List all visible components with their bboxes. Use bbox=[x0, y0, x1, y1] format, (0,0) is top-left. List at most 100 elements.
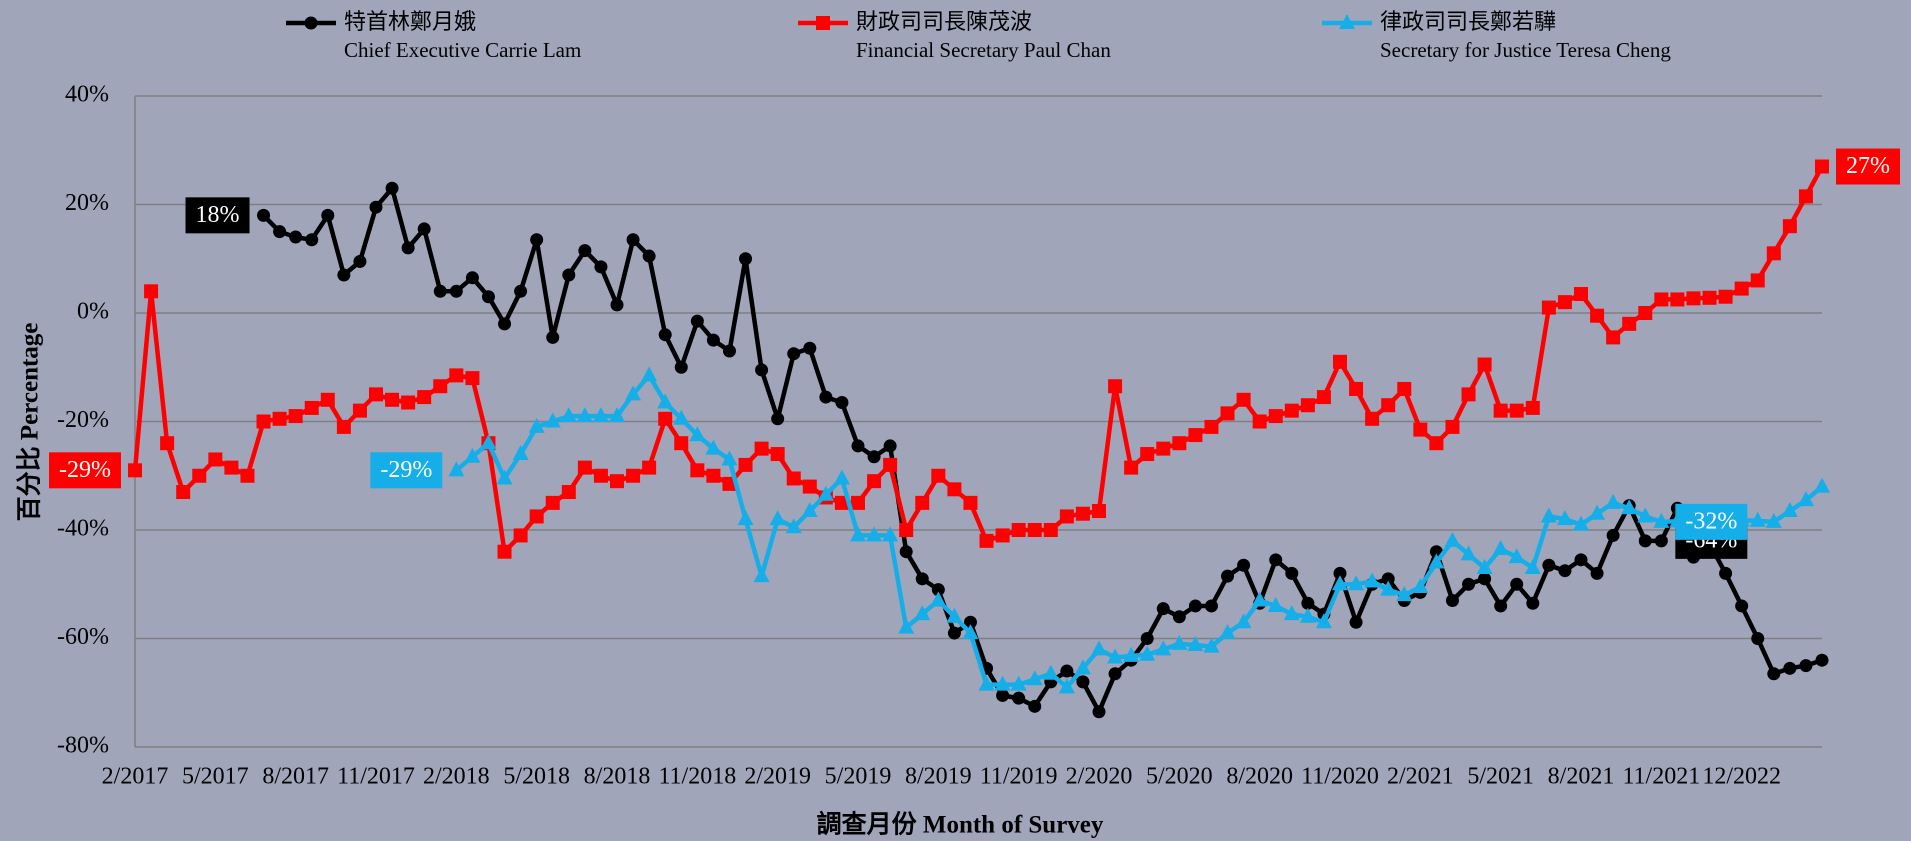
point bbox=[1638, 534, 1652, 548]
point bbox=[1590, 308, 1605, 323]
point bbox=[1749, 511, 1766, 527]
point bbox=[449, 284, 463, 298]
point bbox=[625, 385, 642, 401]
point bbox=[626, 468, 641, 483]
legend-item: 律政司司長鄭若驊 Secretary for Justice Teresa Che… bbox=[1322, 9, 1671, 62]
value-label-box bbox=[370, 452, 443, 489]
point bbox=[1332, 575, 1348, 591]
y-axis-title: 百分比 Percentage bbox=[16, 323, 44, 522]
point bbox=[464, 447, 481, 463]
x-tick-label: 8/2021 bbox=[1548, 764, 1615, 790]
point bbox=[288, 409, 303, 424]
x-tick-label: 8/2017 bbox=[262, 764, 329, 790]
legend-label: 律政司司長鄭若驊 bbox=[1380, 9, 1556, 34]
point bbox=[192, 468, 207, 483]
point bbox=[963, 495, 978, 510]
point bbox=[610, 298, 624, 312]
point bbox=[1172, 436, 1187, 451]
point bbox=[369, 387, 383, 402]
point bbox=[753, 567, 770, 583]
y-tick-label: -60% bbox=[57, 624, 109, 650]
point bbox=[545, 495, 560, 510]
point bbox=[144, 284, 159, 299]
point bbox=[257, 208, 271, 222]
point bbox=[480, 434, 497, 450]
point bbox=[1339, 14, 1355, 29]
point bbox=[737, 510, 754, 526]
point bbox=[1299, 607, 1316, 623]
point bbox=[514, 284, 528, 298]
x-tick-label: 5/2019 bbox=[825, 764, 892, 790]
point bbox=[816, 16, 830, 30]
point bbox=[578, 244, 592, 258]
point bbox=[1108, 667, 1122, 681]
point bbox=[1235, 613, 1252, 629]
point bbox=[673, 409, 690, 425]
point bbox=[1526, 596, 1540, 610]
point bbox=[785, 518, 802, 534]
point bbox=[1493, 403, 1508, 418]
point bbox=[1525, 400, 1540, 415]
point bbox=[851, 495, 865, 510]
point bbox=[1140, 632, 1154, 645]
point bbox=[609, 407, 625, 423]
point bbox=[320, 392, 335, 407]
point bbox=[674, 360, 688, 374]
point bbox=[1781, 502, 1798, 518]
point bbox=[561, 485, 576, 500]
point bbox=[769, 510, 786, 526]
series: -29% -32% bbox=[370, 366, 1830, 694]
point bbox=[1220, 406, 1235, 421]
point bbox=[802, 479, 817, 494]
point bbox=[1702, 290, 1717, 305]
point bbox=[1284, 403, 1299, 418]
point bbox=[1042, 664, 1059, 680]
point bbox=[979, 533, 994, 548]
y-tick-label: -20% bbox=[57, 407, 109, 433]
point bbox=[658, 411, 673, 426]
point bbox=[1590, 566, 1604, 580]
point bbox=[1204, 599, 1218, 613]
point bbox=[128, 463, 142, 478]
x-tick-label: 8/2018 bbox=[584, 764, 651, 790]
point bbox=[690, 314, 704, 328]
y-tick-label: 40% bbox=[65, 82, 109, 108]
point bbox=[978, 675, 995, 691]
point bbox=[496, 469, 513, 485]
point bbox=[1782, 219, 1797, 234]
point bbox=[1188, 428, 1203, 443]
legend-item: 財政司司長陳茂波 Financial Secretary Paul Chan bbox=[798, 9, 1111, 62]
point bbox=[528, 417, 545, 433]
point bbox=[240, 468, 255, 483]
point bbox=[1058, 678, 1075, 694]
point bbox=[321, 208, 335, 222]
point bbox=[755, 363, 769, 377]
point bbox=[481, 290, 495, 304]
point bbox=[1107, 648, 1124, 664]
point bbox=[1365, 411, 1380, 426]
series-line bbox=[261, 185, 1823, 714]
point bbox=[1750, 273, 1765, 288]
point bbox=[1735, 599, 1749, 613]
point bbox=[1269, 553, 1283, 567]
point bbox=[530, 233, 544, 247]
point bbox=[1524, 558, 1541, 574]
point bbox=[1814, 477, 1830, 493]
point bbox=[1076, 675, 1090, 689]
point bbox=[272, 411, 287, 426]
x-tick-label: 8/2020 bbox=[1226, 764, 1293, 790]
point bbox=[817, 485, 834, 501]
point bbox=[1574, 553, 1588, 567]
point bbox=[433, 379, 448, 394]
point bbox=[867, 474, 882, 489]
legend-label-en: Secretary for Justice Teresa Cheng bbox=[1380, 38, 1671, 62]
point bbox=[1815, 159, 1829, 174]
point bbox=[674, 436, 689, 451]
point bbox=[898, 618, 915, 634]
point bbox=[576, 407, 593, 423]
point bbox=[369, 200, 383, 214]
point bbox=[1026, 670, 1043, 686]
point bbox=[996, 688, 1010, 702]
